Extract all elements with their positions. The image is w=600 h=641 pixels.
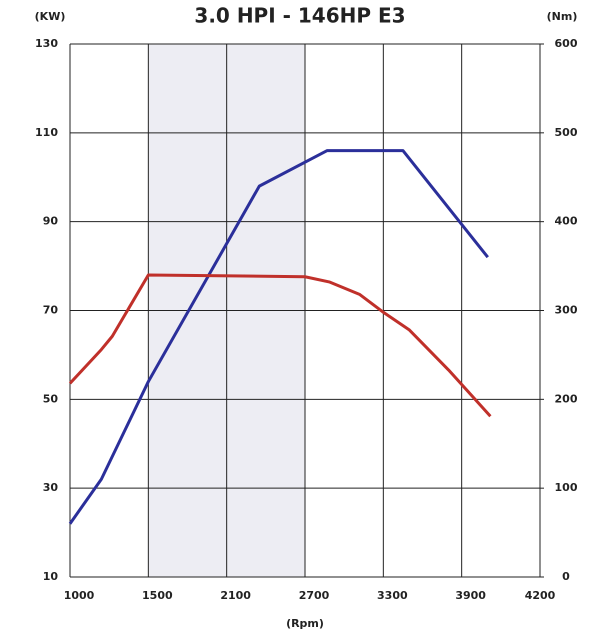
y2-tick-label: 500 (555, 126, 578, 139)
x-tick-label: 3300 (377, 589, 408, 602)
x-tick-label: 1000 (64, 589, 95, 602)
x-axis-label: (Rpm) (286, 617, 324, 630)
y-tick-label: 110 (35, 126, 58, 139)
y-axis-label: (KW) (35, 10, 66, 23)
y-tick-label: 70 (43, 304, 59, 317)
y-tick-label: 130 (35, 37, 58, 50)
y2-tick-label: 300 (555, 304, 578, 317)
y2-tick-label: 200 (555, 392, 578, 405)
chart-title: 3.0 HPI - 146HP E3 (194, 4, 405, 28)
x-tick-label: 4200 (525, 589, 556, 602)
y-tick-label: 10 (43, 570, 59, 583)
x-tick-label: 1500 (142, 589, 173, 602)
line-series (68, 149, 489, 525)
x-tick-label: 2100 (220, 589, 251, 602)
y2-tick-label: 600 (555, 37, 578, 50)
y-tick-label: 30 (43, 481, 59, 494)
x-tick-label: 2700 (299, 589, 330, 602)
y2-axis-label: (Nm) (547, 10, 578, 23)
line-series (68, 273, 492, 418)
y2-tick-label: 100 (555, 481, 578, 494)
y2-tick-label: 0 (562, 570, 570, 583)
y-tick-label: 50 (43, 392, 59, 405)
y-tick-label: 90 (43, 215, 59, 228)
y2-tick-label: 400 (555, 215, 578, 228)
x-tick-label: 3900 (455, 589, 486, 602)
